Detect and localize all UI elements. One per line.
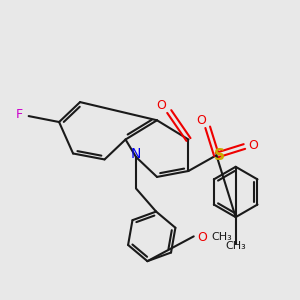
Text: F: F (15, 108, 22, 121)
Text: O: O (197, 231, 207, 244)
Text: CH₃: CH₃ (211, 232, 232, 242)
Text: S: S (214, 148, 225, 163)
Text: O: O (248, 139, 258, 152)
Text: CH₃: CH₃ (225, 241, 246, 251)
Text: O: O (196, 115, 206, 128)
Text: O: O (157, 99, 166, 112)
Text: N: N (131, 147, 141, 161)
